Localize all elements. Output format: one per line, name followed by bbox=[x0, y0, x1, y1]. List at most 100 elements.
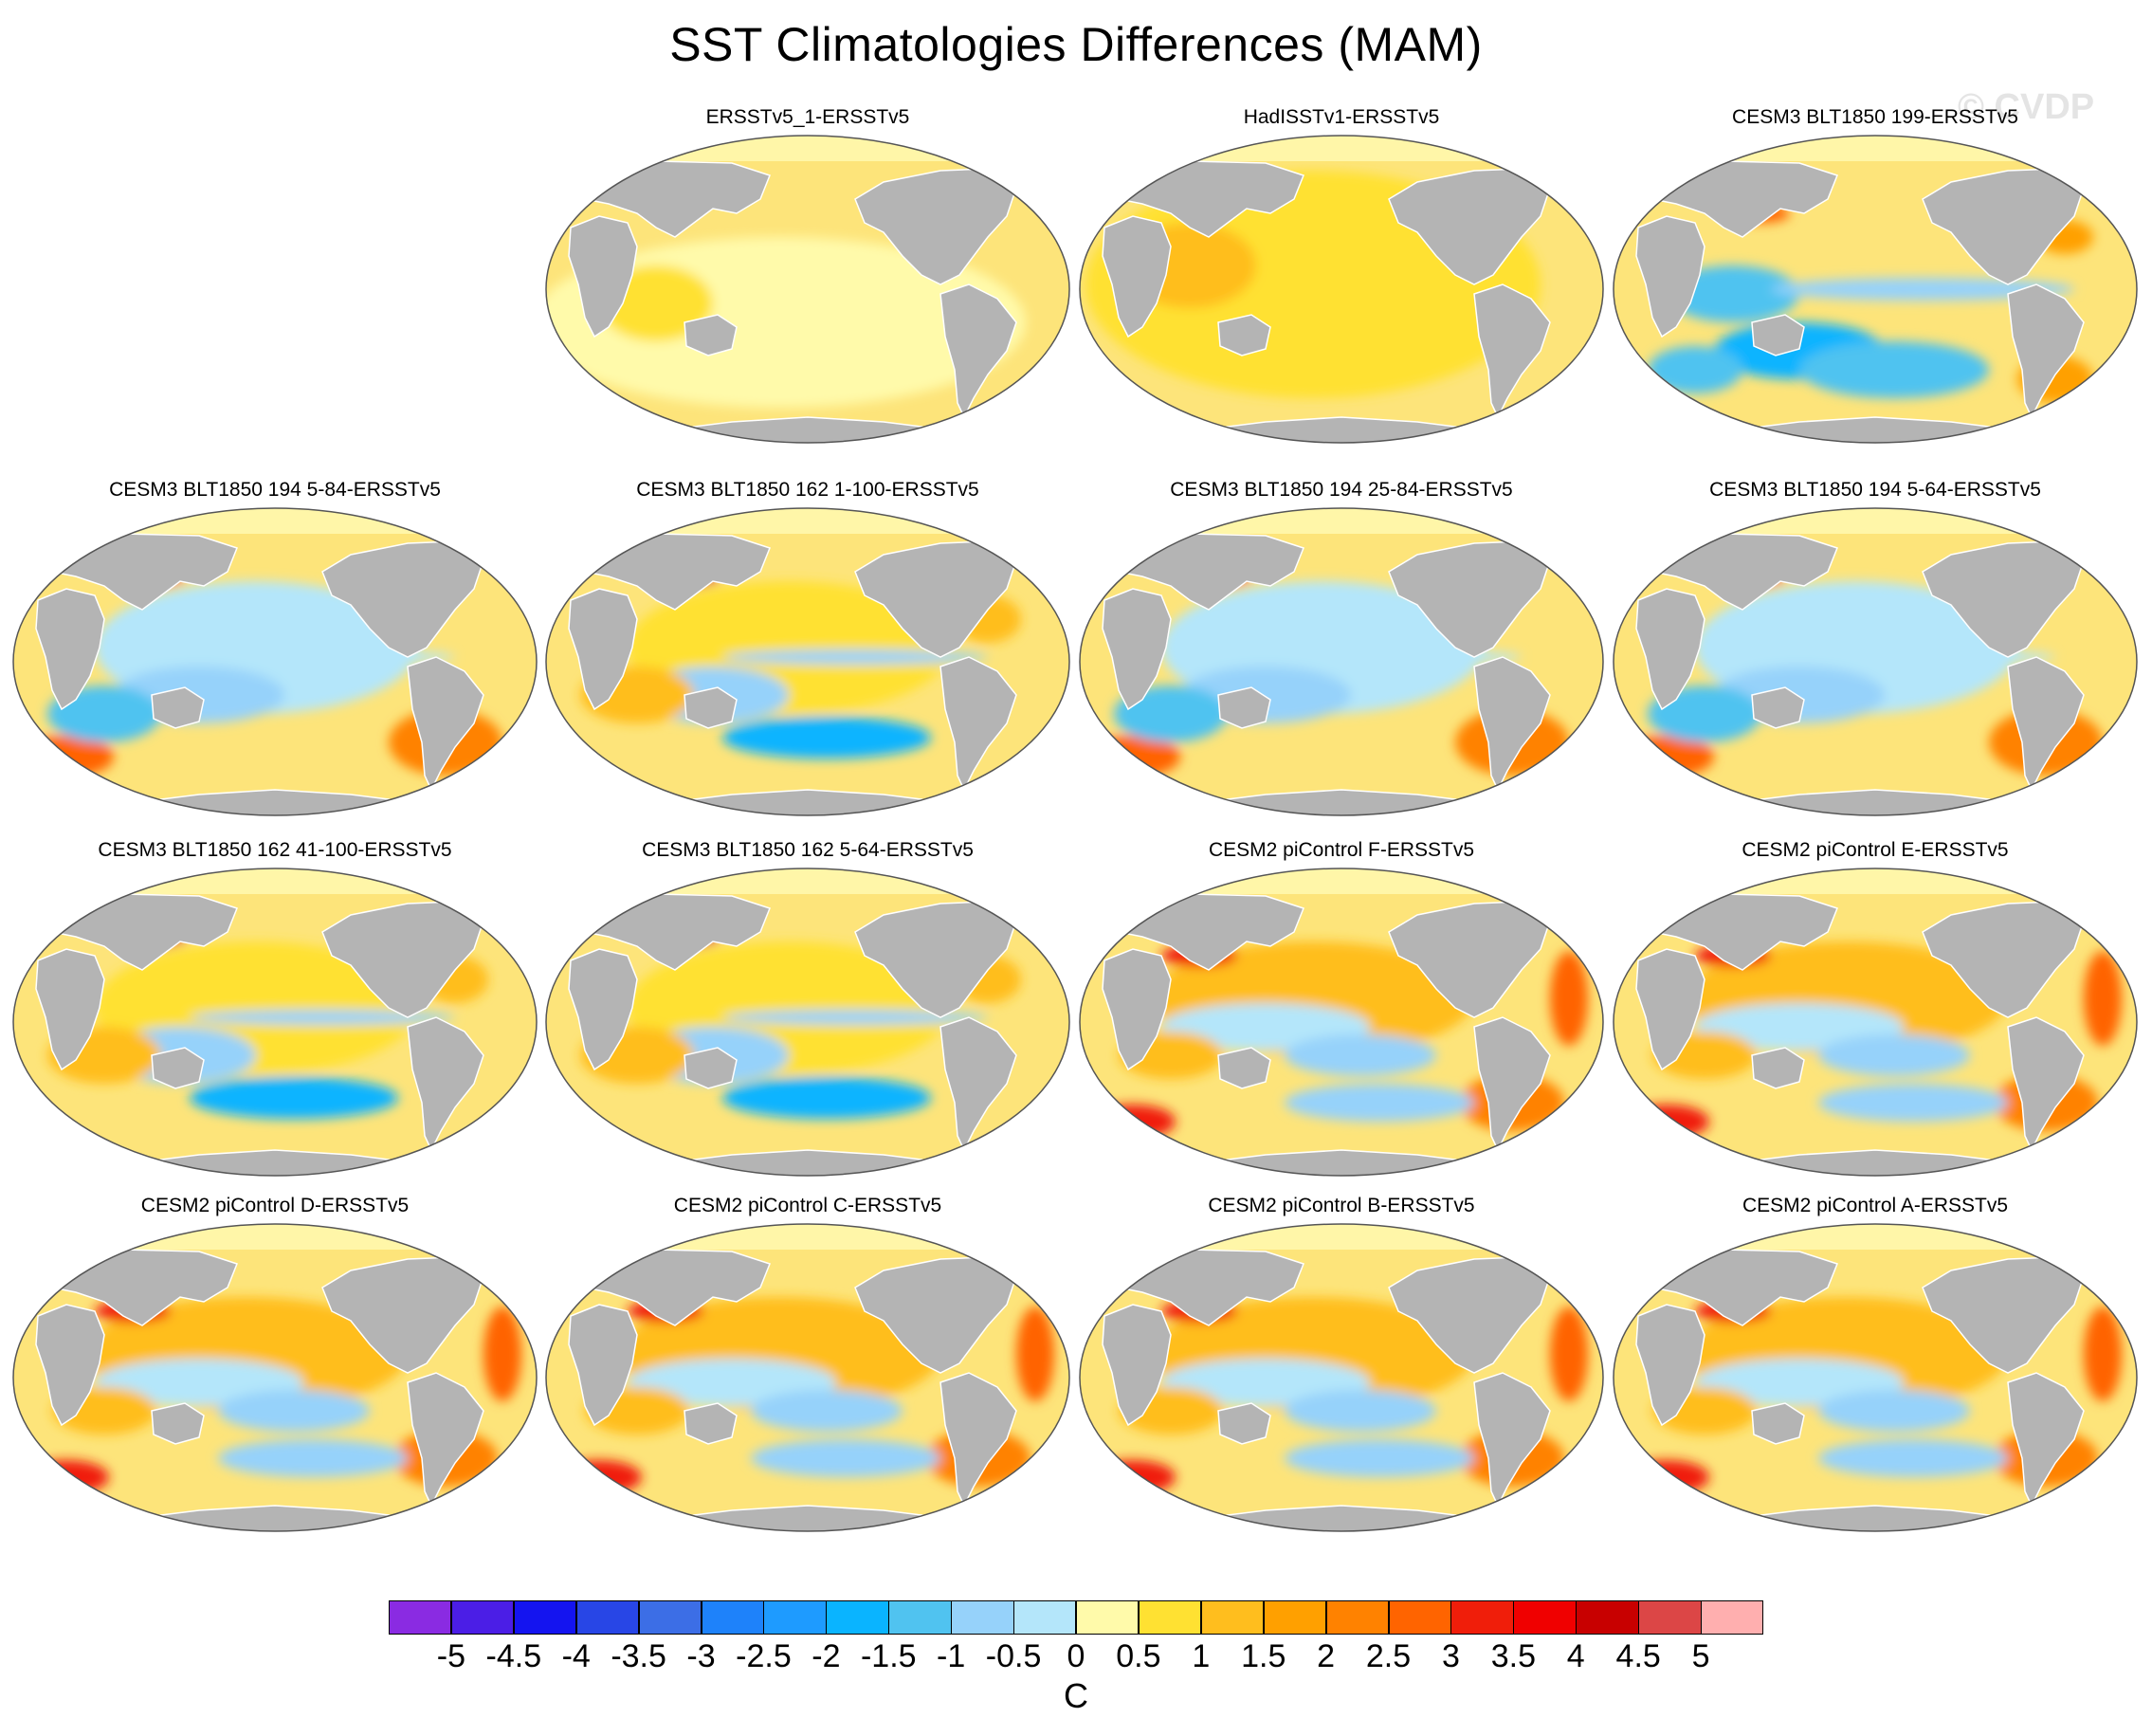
land-greenland bbox=[1020, 1249, 1050, 1279]
land-americasN bbox=[321, 901, 484, 1018]
map-panel: CESM3 BLT1850 162 5-64-ERSSTv5 bbox=[542, 839, 1073, 1180]
land-americasN bbox=[1388, 901, 1551, 1018]
colorbar-tick-labels: -5 -4.5 -4 -3.5 -3 -2.5 -2 -1.5 -1 -0.5 0 0.5 1 1.5 2 2… bbox=[389, 1638, 1763, 1680]
sst-difference-map bbox=[545, 868, 1070, 1177]
sst-anomaly-region bbox=[1667, 265, 1799, 322]
sst-anomaly-region bbox=[1285, 1390, 1436, 1432]
sst-anomaly-region bbox=[1285, 1439, 1474, 1477]
arctic-region bbox=[546, 508, 1069, 534]
map-border bbox=[1079, 507, 1604, 816]
sst-anomaly-region bbox=[1016, 1307, 1054, 1401]
colorbar-swatch bbox=[1263, 1600, 1327, 1635]
land-eurasia bbox=[1113, 1249, 1304, 1326]
sst-anomaly-region bbox=[722, 1010, 988, 1025]
land-africa bbox=[35, 948, 105, 1071]
land-africa bbox=[1635, 948, 1705, 1071]
land-australia bbox=[1751, 686, 1805, 729]
panel-title: CESM2 piControl A-ERSSTv5 bbox=[1742, 1195, 2009, 1216]
land-americasN bbox=[854, 1256, 1017, 1374]
colorbar-tick-label: 3 bbox=[1441, 1638, 1460, 1674]
panel-title: CESM2 piControl E-ERSSTv5 bbox=[1742, 839, 2009, 861]
land-greenland bbox=[2088, 160, 2118, 191]
land-americasN bbox=[1922, 168, 2085, 285]
map-panel: CESM2 piControl B-ERSSTv5 bbox=[1076, 1195, 1607, 1536]
sst-difference-map bbox=[1079, 135, 1604, 444]
land-eurasia bbox=[579, 1249, 771, 1326]
land-australia bbox=[1217, 314, 1271, 356]
map-border bbox=[12, 507, 538, 816]
land-greenland bbox=[2088, 1249, 2118, 1279]
land-americasS bbox=[939, 1016, 1017, 1152]
colorbar-swatch bbox=[1325, 1600, 1390, 1635]
panel-title: CESM3 BLT1850 194 25-84-ERSSTv5 bbox=[1170, 479, 1513, 501]
land-americasS bbox=[1473, 1372, 1551, 1508]
land-africa bbox=[568, 1304, 638, 1427]
colorbar-swatch bbox=[638, 1600, 702, 1635]
panel-title: ERSSTv5_1-ERSSTv5 bbox=[705, 106, 910, 128]
map-border bbox=[12, 1223, 538, 1532]
sst-anomaly-region bbox=[1818, 1439, 2008, 1477]
panel-title: CESM3 BLT1850 162 5-64-ERSSTv5 bbox=[642, 839, 974, 861]
land-eurasia bbox=[1113, 533, 1304, 611]
land-africa bbox=[568, 588, 638, 711]
sst-difference-map bbox=[12, 868, 538, 1177]
land-greenland bbox=[487, 893, 518, 923]
map-border bbox=[545, 507, 1070, 816]
colorbar-swatch bbox=[1701, 1600, 1764, 1635]
colorbar-swatch bbox=[450, 1600, 515, 1635]
land-europeRight bbox=[511, 557, 537, 601]
sst-difference-map bbox=[545, 507, 1070, 816]
map-border bbox=[1613, 1223, 2138, 1532]
land-greenland bbox=[1020, 160, 1050, 191]
land-europeRight bbox=[2111, 557, 2137, 601]
land-africa bbox=[35, 588, 105, 711]
colorbar-swatch bbox=[513, 1600, 577, 1635]
land-europeRight bbox=[1044, 184, 1069, 228]
map-panel: CESM2 piControl A-ERSSTv5 bbox=[1610, 1195, 2141, 1536]
land-europeRight bbox=[1578, 917, 1603, 961]
panel-title: CESM2 piControl B-ERSSTv5 bbox=[1208, 1195, 1475, 1216]
colorbar-tick-label: -1.5 bbox=[860, 1638, 917, 1674]
sst-anomaly-region bbox=[1771, 278, 2074, 301]
land-greenland bbox=[2088, 533, 2118, 563]
land-americasN bbox=[854, 540, 1017, 658]
land-australia bbox=[1217, 686, 1271, 729]
land-europeRight bbox=[1578, 184, 1603, 228]
sst-anomaly-region bbox=[1818, 1390, 1970, 1432]
land-australia bbox=[684, 1402, 738, 1445]
map-panel: CESM3 BLT1850 199-ERSSTv5 bbox=[1610, 106, 2141, 448]
arctic-region bbox=[546, 868, 1069, 894]
colorbar-swatch bbox=[575, 1600, 640, 1635]
panel-title: CESM3 BLT1850 162 1-100-ERSSTv5 bbox=[636, 479, 979, 501]
colorbar-tick-label: -4 bbox=[561, 1638, 591, 1674]
land-africa bbox=[1102, 215, 1172, 338]
colorbar-tick-label: 4 bbox=[1566, 1638, 1585, 1674]
sst-anomaly-region bbox=[1648, 346, 1742, 393]
land-australia bbox=[1751, 1047, 1805, 1089]
colorbar-units: C bbox=[1064, 1676, 1088, 1715]
colorbar-swatch bbox=[1138, 1600, 1202, 1635]
land-australia bbox=[151, 686, 205, 729]
map-panel: CESM3 BLT1850 162 41-100-ERSSTv5 bbox=[9, 839, 540, 1180]
arctic-region bbox=[13, 1224, 537, 1250]
land-americasS bbox=[939, 283, 1017, 419]
land-americasS bbox=[407, 656, 484, 792]
land-africa bbox=[1635, 588, 1705, 711]
map-panel: CESM2 piControl C-ERSSTv5 bbox=[542, 1195, 1073, 1536]
land-americasN bbox=[854, 901, 1017, 1018]
land-europeRight bbox=[2111, 184, 2137, 228]
land-africa bbox=[1635, 1304, 1705, 1427]
land-europeRight bbox=[2111, 917, 2137, 961]
land-americasS bbox=[2007, 283, 2085, 419]
land-australia bbox=[151, 1047, 205, 1089]
sst-anomaly-region bbox=[190, 1010, 455, 1025]
land-africa bbox=[35, 1304, 105, 1427]
sst-difference-map bbox=[1079, 1223, 1604, 1532]
colorbar-swatch bbox=[1638, 1600, 1702, 1635]
cvdp-watermark: © CVDP bbox=[1958, 87, 2095, 127]
map-border bbox=[1079, 135, 1604, 444]
land-africa bbox=[1635, 215, 1705, 338]
panel-title: CESM2 piControl C-ERSSTv5 bbox=[673, 1195, 942, 1216]
panel-title: CESM2 piControl F-ERSSTv5 bbox=[1208, 839, 1475, 861]
sst-anomaly-region bbox=[2084, 1307, 2122, 1401]
